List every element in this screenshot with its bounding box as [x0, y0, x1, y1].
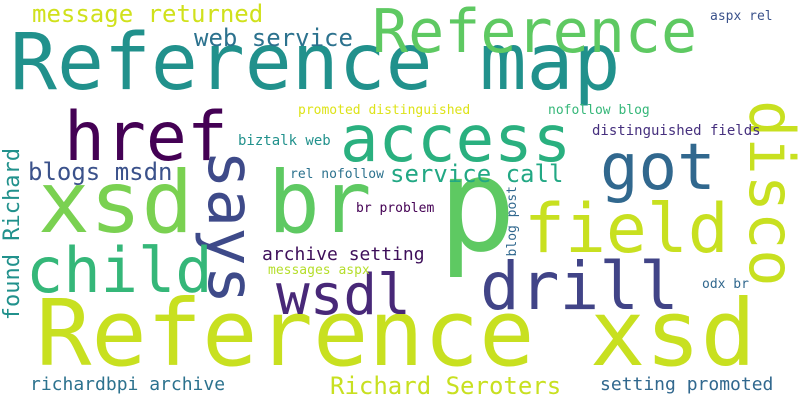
word-service-call: service call — [390, 160, 564, 188]
word-archive-setting: archive setting — [262, 244, 425, 265]
word-reference-map: Reference map — [10, 18, 621, 108]
word-blogs-msdn: blogs msdn — [28, 158, 173, 186]
word-messages-aspx: messages aspx — [268, 263, 370, 278]
word-rel-nofollow: rel nofollow — [290, 167, 384, 182]
word-reference: Reference — [372, 0, 698, 67]
word-message-returned: message returned — [32, 0, 264, 28]
word-href: href — [64, 98, 228, 177]
word-richard-seroters: Richard Seroters — [330, 372, 562, 400]
word-reference-xsd: Reference xsd — [36, 280, 757, 387]
word-odx-br: odx br — [702, 277, 749, 292]
word-br: br — [268, 153, 372, 253]
word-richardbpi-archive: richardbpi archive — [30, 374, 226, 395]
word-p: p — [438, 129, 517, 281]
word-drill: drill — [480, 248, 679, 325]
word-disco: disco — [735, 100, 800, 287]
word-xsd: xsd — [38, 153, 194, 253]
word-access: access — [340, 103, 572, 177]
word-distinguished-fields: distinguished fields — [592, 123, 761, 139]
word-blog-post: blog post — [505, 186, 520, 257]
word-setting-promoted: setting promoted — [600, 374, 774, 395]
word-child: child — [26, 234, 213, 307]
word-web-service: web service — [194, 24, 353, 52]
word-br-problem: br problem — [356, 201, 435, 216]
word-aspx-rel: aspx rel — [710, 9, 773, 24]
word-field: field — [524, 190, 729, 269]
word-found-richard: found Richard — [0, 148, 25, 321]
word-promoted-distinguished: promoted distinguished — [298, 103, 471, 118]
word-nofollow-blog: nofollow blog — [548, 103, 650, 118]
word-biztalk-web: biztalk web — [238, 133, 331, 149]
word-got: got — [600, 131, 716, 205]
word-wsdl: wsdl — [276, 263, 411, 328]
word-says: says — [193, 150, 267, 305]
